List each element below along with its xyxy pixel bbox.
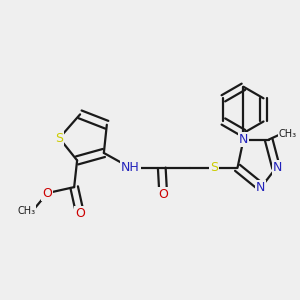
Text: N: N: [273, 161, 282, 174]
Text: NH: NH: [121, 161, 140, 174]
Text: CH₃: CH₃: [18, 206, 36, 216]
Text: O: O: [158, 188, 168, 201]
Text: S: S: [210, 161, 218, 174]
Text: N: N: [256, 181, 265, 194]
Text: N: N: [239, 133, 248, 146]
Text: O: O: [43, 187, 52, 200]
Text: CH₃: CH₃: [279, 129, 297, 139]
Text: S: S: [55, 132, 63, 145]
Text: O: O: [75, 207, 85, 220]
